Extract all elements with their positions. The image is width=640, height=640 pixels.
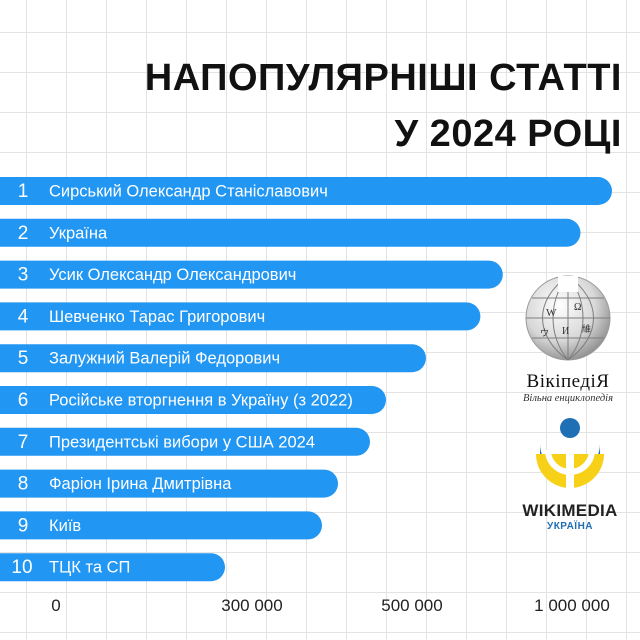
bar-label-4: Шевченко Тарас Григорович bbox=[49, 308, 265, 326]
svg-text:維: 維 bbox=[582, 323, 591, 334]
chart-title: НАПОПУЛЯРНІШІ СТАТТІ У 2024 РОЦІ bbox=[145, 50, 622, 162]
bar-rank-4: 4 bbox=[18, 306, 29, 327]
bar-label-2: Україна bbox=[49, 224, 108, 242]
bar-label-5: Залужний Валерій Федорович bbox=[49, 350, 280, 368]
bar-label-7: Президентські вибори у США 2024 bbox=[49, 433, 315, 451]
bar-1 bbox=[0, 177, 612, 205]
bar-rank-9: 9 bbox=[18, 515, 29, 536]
x-tick-label-3: 500 000 bbox=[381, 596, 442, 615]
bar-7 bbox=[0, 427, 370, 456]
bar-2 bbox=[0, 218, 581, 247]
wikipedia-logo: W Ω И 維 ウ ВікіпедіЯ Вільна енциклопедія bbox=[512, 270, 624, 404]
bar-8 bbox=[0, 469, 338, 498]
wikipedia-globe-icon: W Ω И 維 ウ bbox=[525, 275, 611, 361]
bar-label-1: Сирський Олександр Станіславович bbox=[49, 183, 328, 201]
bar-9 bbox=[0, 511, 322, 540]
bar-6 bbox=[0, 386, 386, 414]
wikipedia-tagline: Вільна енциклопедія bbox=[523, 393, 613, 404]
x-tick-label-4: 1 000 000 bbox=[534, 596, 610, 615]
bar-rank-5: 5 bbox=[18, 348, 29, 369]
bar-rank-10: 10 bbox=[11, 557, 32, 578]
bar-rank-7: 7 bbox=[18, 432, 29, 453]
bar-4 bbox=[0, 302, 481, 331]
wikipedia-wordmark: ВікіпедіЯ bbox=[526, 371, 610, 392]
title-line-1: НАПОПУЛЯРНІШІ СТАТТІ bbox=[144, 57, 622, 99]
bar-5 bbox=[0, 344, 426, 373]
bar-10 bbox=[0, 553, 225, 582]
svg-text:W: W bbox=[546, 307, 557, 319]
bar-3 bbox=[0, 260, 503, 289]
svg-text:И: И bbox=[562, 326, 569, 337]
bar-label-6: Російське вторгнення в Україну (з 2022) bbox=[49, 392, 353, 410]
bar-rank-1: 1 bbox=[18, 181, 29, 202]
wikimedia-ukraine-icon bbox=[536, 418, 604, 492]
svg-text:Ω: Ω bbox=[574, 302, 581, 313]
bar-rank-3: 3 bbox=[18, 265, 29, 286]
wikimedia-name: WIKIMEDIA bbox=[522, 501, 618, 520]
wikimedia-country: УКРАЇНА bbox=[546, 521, 594, 532]
bar-rank-8: 8 bbox=[18, 474, 29, 495]
bar-label-3: Усик Олександр Олександрович bbox=[49, 266, 296, 284]
wikimedia-ukraine-logo: WIKIMEDIA УКРАЇНА bbox=[510, 414, 630, 532]
title-line-2: У 2024 РОЦІ bbox=[394, 113, 622, 155]
bar-label-10: ТЦК та СП bbox=[49, 559, 130, 577]
bar-label-9: Київ bbox=[49, 517, 81, 535]
svg-text:ウ: ウ bbox=[540, 328, 549, 338]
x-tick-label-2: 300 000 bbox=[221, 596, 282, 615]
bar-label-8: Фаріон Ірина Дмитрівна bbox=[49, 475, 232, 493]
bar-rank-6: 6 bbox=[18, 390, 29, 411]
x-tick-label-1: 0 bbox=[51, 596, 60, 615]
bar-rank-2: 2 bbox=[18, 223, 29, 244]
